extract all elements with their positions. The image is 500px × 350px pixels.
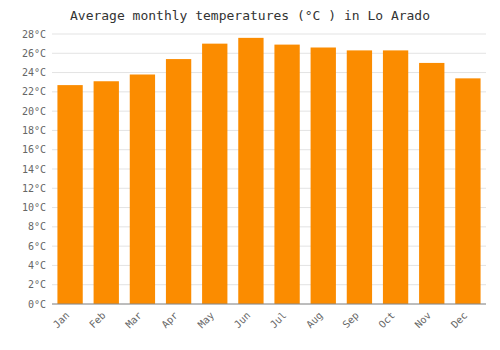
x-tick-label: Jan: [51, 310, 72, 331]
x-tick-label: Feb: [87, 310, 108, 331]
y-axis: 0°C 2°C 4°C 6°C 8°C 10°C 12°C 14°C 16°C 18°C 20°C 2…: [22, 29, 486, 310]
bar: [94, 81, 119, 304]
grid-line: [52, 34, 486, 35]
x-tick-label: Jul: [268, 310, 289, 331]
y-tick-label: 26°C: [22, 48, 46, 59]
y-tick-label: 12°C: [22, 183, 46, 194]
y-tick-label: 16°C: [22, 144, 46, 155]
y-tick-label: 10°C: [22, 202, 46, 213]
y-tick-label: 18°C: [22, 125, 46, 136]
x-tick-label: Apr: [159, 310, 180, 331]
y-tick-label: 28°C: [22, 29, 46, 40]
x-tick-label: Mar: [123, 310, 144, 331]
y-tick-label: 6°C: [28, 241, 46, 252]
x-tick-label: Oct: [376, 310, 397, 331]
bar: [238, 38, 263, 304]
x-axis: Jan Feb Mar Apr May Jun Jul Aug Sep Oct Nov Dec: [51, 310, 469, 331]
y-tick-label: 4°C: [28, 260, 46, 271]
bar: [130, 75, 155, 305]
title: Average monthly temperatures (°C ) in Lo…: [70, 8, 430, 23]
bar: [383, 50, 408, 304]
y-tick-label: 22°C: [22, 86, 46, 97]
chart: Average monthly temperatures (°C ) in Lo…: [0, 0, 500, 350]
x-tick-label: Jun: [232, 310, 253, 331]
y-tick-label: 24°C: [22, 67, 46, 78]
grid-line: [52, 304, 486, 305]
grid-line: [52, 53, 486, 54]
y-tick-label: 8°C: [28, 221, 46, 232]
y-tick-label: 20°C: [22, 106, 46, 117]
x-tick-label: Sep: [340, 310, 361, 331]
x-tick-label: Aug: [304, 310, 325, 331]
bar: [419, 63, 444, 304]
bar: [57, 85, 82, 304]
bar: [202, 44, 227, 304]
x-tick-label: Nov: [413, 310, 434, 331]
x-tick-label: May: [196, 310, 217, 331]
bar: [455, 78, 480, 304]
bars: [57, 38, 480, 304]
x-tick-label: Dec: [449, 310, 470, 331]
bar: [166, 59, 191, 304]
x-axis-line: [52, 304, 486, 305]
chart-container: Average monthly temperatures (°C ) in Lo…: [0, 0, 500, 350]
bar: [347, 50, 372, 304]
bar: [311, 48, 336, 305]
y-tick-label: 2°C: [28, 279, 46, 290]
bar: [274, 45, 299, 304]
y-tick-label: 0°C: [28, 299, 46, 310]
y-tick-label: 14°C: [22, 164, 46, 175]
